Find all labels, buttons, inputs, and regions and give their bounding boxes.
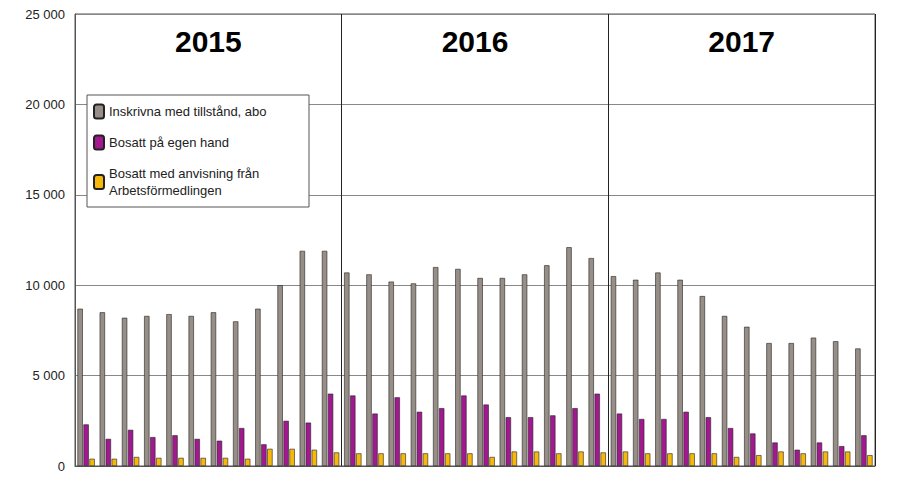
svg-text:2016: 2016 [442, 25, 509, 58]
svg-text:15 000: 15 000 [25, 187, 65, 202]
svg-text:20 000: 20 000 [25, 97, 65, 112]
svg-text:Bosatt på egen hand: Bosatt på egen hand [109, 135, 229, 150]
svg-text:0: 0 [58, 459, 65, 474]
svg-text:2015: 2015 [175, 25, 242, 58]
svg-text:2017: 2017 [708, 25, 775, 58]
svg-text:10 000: 10 000 [25, 278, 65, 293]
svg-text:5 000: 5 000 [32, 368, 65, 383]
svg-text:25 000: 25 000 [25, 7, 65, 22]
svg-text:Bosatt med anvisning från: Bosatt med anvisning från [109, 166, 263, 181]
svg-text:Inskrivna med tillstånd, abo: Inskrivna med tillstånd, abo [109, 104, 267, 119]
svg-text:Arbetsförmedlingen: Arbetsförmedlingen [109, 183, 222, 198]
